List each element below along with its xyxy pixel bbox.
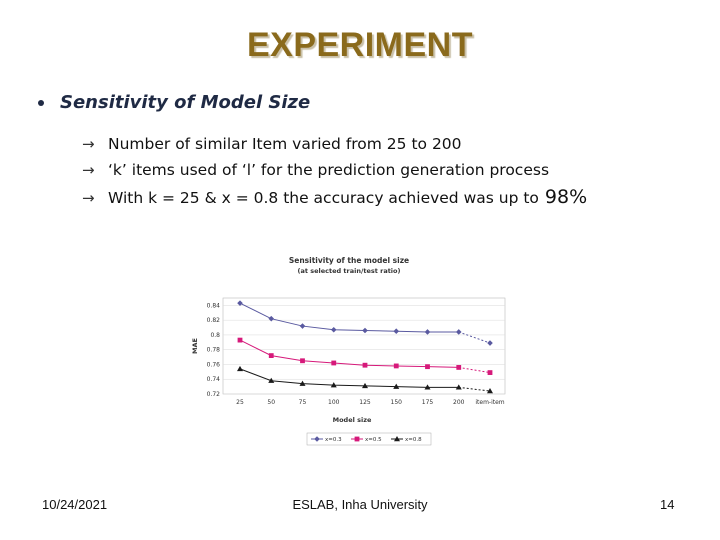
plot-area	[222, 297, 506, 395]
data-point	[362, 327, 368, 334]
data-point	[393, 383, 400, 389]
y-axis-label: MAE	[191, 338, 199, 354]
x-tick-label: item-item	[475, 399, 504, 406]
x-tick-label: 25	[236, 399, 244, 406]
y-tick-label: 0.74	[207, 376, 221, 383]
sub-point-2: → ‘k’ items used of ‘l’ for the predicti…	[82, 161, 549, 179]
data-point	[299, 380, 306, 386]
chart-title: Sensitivity of the model size	[289, 256, 409, 265]
data-point	[487, 388, 493, 394]
data-point	[237, 337, 243, 343]
chart-legend: x=0.3 x=0.5 x=0.8	[306, 432, 432, 446]
footer-page-number: 14	[660, 497, 675, 512]
sub-point-text: ‘k’ items used of ‘l’ for the prediction…	[108, 161, 550, 179]
bullet-dot-icon	[38, 99, 44, 106]
series-line	[239, 339, 459, 368]
legend-marker	[354, 436, 360, 442]
x-tick-label: 50	[267, 399, 275, 406]
slide-title: EXPERIMENT	[246, 26, 474, 64]
data-point	[268, 353, 274, 358]
data-point	[362, 382, 368, 389]
y-tick-label: 0.72	[207, 391, 221, 398]
data-point	[268, 377, 275, 383]
y-tick-label: 0.76	[207, 361, 221, 368]
y-tick-label: 0.84	[207, 302, 221, 309]
sub-point-text: Number of similar Item varied from 25 to…	[108, 135, 462, 153]
data-point	[299, 323, 306, 329]
footer-center-text: ESLAB, Inha University	[292, 497, 428, 512]
x-tick-label: 150	[391, 399, 403, 406]
model-size-chart: Sensitivity of the model size (at select…	[185, 250, 525, 455]
arrow-right-icon: →	[82, 161, 95, 179]
sub-point-1: → Number of similar Item varied from 25 …	[82, 135, 462, 153]
data-point	[330, 382, 337, 388]
sub-point-text: With k = 25 & x = 0.8 the accuracy achie…	[108, 189, 539, 207]
y-tick-label: 0.8	[210, 332, 220, 339]
footer-date: 10/24/2021	[42, 497, 108, 512]
data-point	[237, 365, 243, 372]
x-axis-label: Model size	[333, 416, 372, 424]
data-point	[330, 326, 337, 333]
data-point	[393, 363, 399, 369]
data-point	[424, 384, 431, 390]
y-tick-label: 0.82	[207, 317, 221, 324]
arrow-right-icon: →	[82, 135, 95, 153]
x-tick-label: 200	[453, 399, 465, 406]
data-point	[300, 358, 305, 364]
legend-label: x=0.5	[365, 437, 382, 443]
series-x-0-8	[237, 365, 493, 394]
data-point	[362, 362, 368, 368]
data-point	[455, 329, 462, 335]
series-line-dashed	[458, 366, 491, 374]
chart-subtitle: (at selected train/test ratio)	[298, 267, 401, 275]
arrow-right-icon: →	[82, 189, 95, 207]
x-tick-label: 100	[328, 399, 340, 406]
y-tick-label: 0.78	[207, 347, 221, 354]
x-tick-label: 125	[359, 399, 371, 406]
legend-label: x=0.3	[325, 437, 342, 443]
legend-marker	[314, 436, 320, 442]
x-tick-label: 75	[299, 399, 307, 406]
data-point	[393, 328, 400, 335]
y-tick-labels: 0.84 0.82 0.8 0.78 0.76 0.74 0.72	[207, 302, 221, 398]
legend-label: x=0.8	[405, 437, 422, 443]
series-x-0-5	[237, 337, 493, 375]
legend-box	[306, 432, 432, 446]
legend-marker	[394, 436, 400, 442]
sub-point-3: → With k = 25 & x = 0.8 the accuracy ach…	[82, 186, 587, 208]
data-point	[456, 365, 462, 370]
series-line	[239, 368, 459, 388]
bullet-heading: Sensitivity of Model Size	[60, 92, 311, 113]
data-point	[425, 364, 430, 370]
data-point	[331, 360, 337, 366]
chart-svg: Sensitivity of the model size (at select…	[191, 256, 506, 446]
data-point	[237, 300, 243, 306]
series-line	[239, 302, 459, 333]
main-bullet: Sensitivity of Model Size	[38, 92, 310, 113]
chart-grid	[222, 297, 506, 395]
series-line-dashed	[458, 331, 491, 344]
series-line-dashed	[458, 386, 491, 392]
accuracy-value: 98%	[544, 186, 588, 208]
x-tick-label: 175	[422, 399, 434, 406]
x-tick-labels: 25 50 75 100 125 150 175 200 item-item	[236, 399, 505, 406]
data-point	[487, 370, 493, 375]
data-point	[455, 384, 462, 390]
